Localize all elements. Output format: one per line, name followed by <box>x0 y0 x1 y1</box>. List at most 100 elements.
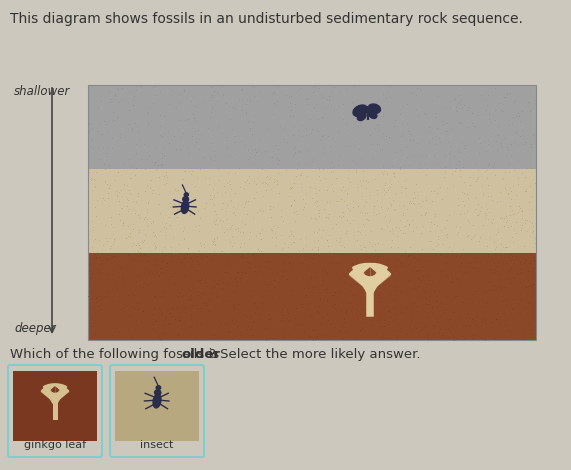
Point <box>286 99 295 107</box>
Point <box>194 207 203 214</box>
Point <box>123 156 132 164</box>
Point <box>207 154 216 161</box>
Point <box>517 207 526 215</box>
Point <box>160 330 170 337</box>
Point <box>94 112 103 119</box>
Point <box>307 273 316 280</box>
Point <box>142 215 151 222</box>
Point <box>509 273 518 281</box>
Point <box>392 283 401 290</box>
Point <box>90 176 99 184</box>
Point <box>517 221 526 229</box>
Point <box>403 119 412 127</box>
Point <box>309 228 318 236</box>
Point <box>340 315 349 322</box>
Point <box>499 297 508 305</box>
Point <box>490 265 499 273</box>
Point <box>373 122 382 129</box>
Point <box>133 239 142 246</box>
Point <box>258 269 267 276</box>
Point <box>491 116 500 124</box>
Point <box>197 305 206 312</box>
Point <box>210 202 219 209</box>
Point <box>170 132 179 140</box>
Point <box>316 281 325 289</box>
Point <box>311 198 320 206</box>
Point <box>333 197 343 205</box>
Point <box>421 110 430 118</box>
Point <box>308 104 317 111</box>
Point <box>151 292 160 299</box>
Point <box>435 286 444 294</box>
Point <box>372 97 381 105</box>
Point <box>365 288 375 296</box>
Point <box>425 276 434 283</box>
Point <box>243 277 252 285</box>
Point <box>343 174 352 181</box>
Point <box>296 300 305 307</box>
Point <box>224 102 233 110</box>
Point <box>230 303 239 310</box>
Point <box>212 216 221 224</box>
Point <box>456 314 465 322</box>
Point <box>413 139 422 147</box>
Point <box>396 133 405 140</box>
Point <box>240 269 249 276</box>
Point <box>302 291 311 298</box>
Point <box>116 172 125 179</box>
Point <box>504 190 513 198</box>
Point <box>396 327 405 335</box>
Point <box>436 183 445 191</box>
Point <box>482 242 492 250</box>
Point <box>401 296 410 304</box>
Point <box>103 271 112 278</box>
Point <box>390 205 399 213</box>
Point <box>516 118 525 125</box>
Point <box>512 269 521 276</box>
Point <box>207 139 216 147</box>
Point <box>155 173 164 181</box>
Point <box>409 253 419 260</box>
Point <box>192 317 202 325</box>
Point <box>176 258 186 266</box>
Point <box>307 125 316 133</box>
Point <box>125 107 134 114</box>
Point <box>456 277 465 285</box>
Point <box>148 324 158 332</box>
Point <box>501 283 510 291</box>
Point <box>96 98 105 105</box>
Point <box>463 194 472 202</box>
Point <box>422 208 431 215</box>
Point <box>215 165 224 173</box>
Point <box>409 188 419 196</box>
Point <box>430 188 439 195</box>
Point <box>225 225 234 233</box>
Point <box>229 93 238 101</box>
Point <box>274 189 283 196</box>
Point <box>303 293 312 301</box>
Point <box>171 305 180 312</box>
Point <box>248 83 257 90</box>
Point <box>168 233 177 241</box>
Point <box>239 118 248 125</box>
Point <box>310 336 319 343</box>
Point <box>478 192 488 199</box>
Point <box>524 267 533 274</box>
Point <box>314 302 323 309</box>
Point <box>473 111 482 119</box>
Point <box>356 262 365 269</box>
Point <box>166 204 175 211</box>
Point <box>391 286 400 294</box>
Point <box>490 171 500 179</box>
Point <box>427 277 436 284</box>
Point <box>84 129 93 136</box>
Point <box>176 133 185 141</box>
Point <box>416 279 425 286</box>
Point <box>509 138 518 146</box>
Point <box>232 268 242 275</box>
Point <box>431 210 440 218</box>
Point <box>529 257 538 264</box>
Point <box>416 85 425 93</box>
Point <box>325 231 334 238</box>
Point <box>180 308 190 316</box>
